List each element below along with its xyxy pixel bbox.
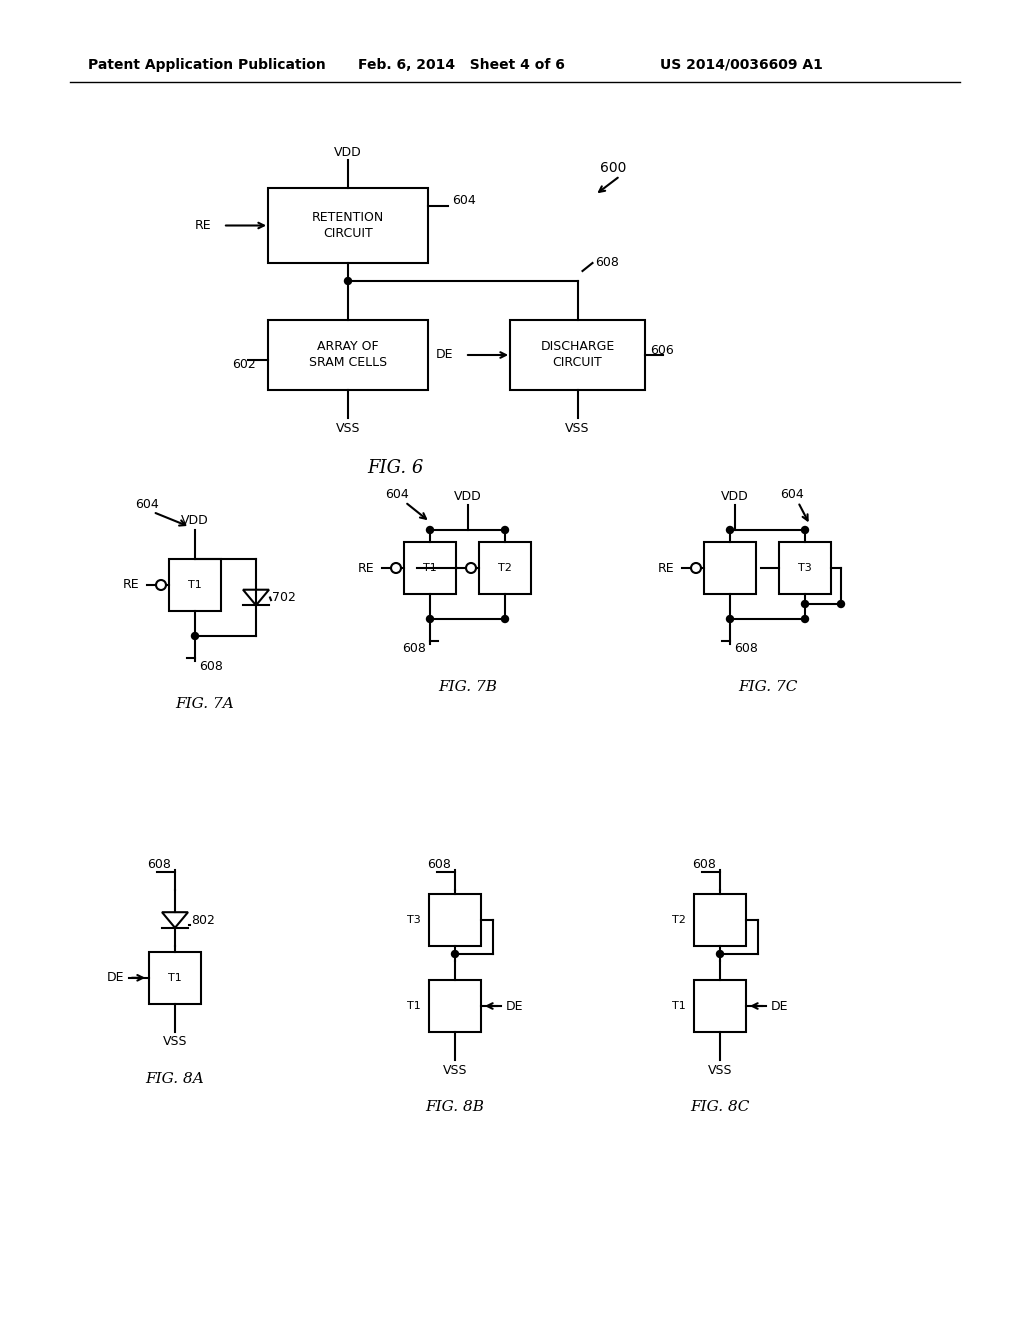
Text: T1: T1: [672, 1001, 686, 1011]
Bar: [268, 319, 428, 389]
Text: 606: 606: [650, 343, 674, 356]
Text: 608: 608: [147, 858, 171, 871]
Text: FIG. 7C: FIG. 7C: [738, 680, 798, 694]
Circle shape: [717, 950, 724, 957]
Text: ARRAY OF: ARRAY OF: [317, 341, 379, 354]
Bar: [169, 558, 221, 611]
Text: VDD: VDD: [454, 491, 481, 503]
Circle shape: [726, 615, 733, 623]
Text: RE: RE: [657, 561, 674, 574]
Text: VSS: VSS: [442, 1064, 467, 1077]
Text: VDD: VDD: [334, 145, 361, 158]
Text: VSS: VSS: [163, 1035, 187, 1048]
Text: DE: DE: [771, 999, 788, 1012]
Text: DE: DE: [106, 972, 124, 985]
Text: 602: 602: [232, 359, 256, 371]
Text: RE: RE: [123, 578, 139, 591]
Text: 608: 608: [402, 643, 426, 656]
Text: Feb. 6, 2014   Sheet 4 of 6: Feb. 6, 2014 Sheet 4 of 6: [358, 58, 565, 73]
Text: RE: RE: [195, 219, 211, 232]
Bar: [150, 952, 201, 1003]
Bar: [694, 894, 746, 946]
Bar: [479, 543, 531, 594]
Circle shape: [452, 950, 459, 957]
Bar: [705, 543, 756, 594]
Circle shape: [427, 527, 433, 533]
Circle shape: [191, 632, 199, 639]
Bar: [779, 543, 831, 594]
Circle shape: [838, 601, 845, 607]
Text: FIG. 8B: FIG. 8B: [426, 1100, 484, 1114]
Text: FIG. 7B: FIG. 7B: [438, 680, 498, 694]
Text: T2: T2: [498, 564, 512, 573]
Text: T3: T3: [798, 564, 812, 573]
Text: FIG. 6: FIG. 6: [367, 459, 423, 477]
Text: VDD: VDD: [181, 513, 209, 527]
Text: US 2014/0036609 A1: US 2014/0036609 A1: [660, 58, 823, 73]
Circle shape: [802, 527, 809, 533]
Text: T1: T1: [188, 579, 202, 590]
Text: VDD: VDD: [721, 491, 749, 503]
Circle shape: [427, 615, 433, 623]
Text: T3: T3: [408, 915, 421, 925]
Text: DE: DE: [506, 999, 523, 1012]
Text: 600: 600: [600, 161, 627, 176]
Text: 608: 608: [427, 858, 451, 871]
Text: T1: T1: [408, 1001, 421, 1011]
Text: VSS: VSS: [336, 421, 360, 434]
Text: 702: 702: [272, 591, 296, 605]
Bar: [429, 979, 481, 1032]
Text: VSS: VSS: [565, 421, 590, 434]
Circle shape: [726, 527, 733, 533]
Text: T1: T1: [168, 973, 182, 983]
Text: 608: 608: [596, 256, 620, 269]
Text: FIG. 7A: FIG. 7A: [176, 697, 234, 711]
Text: 604: 604: [780, 488, 804, 502]
Text: FIG. 8A: FIG. 8A: [145, 1072, 205, 1086]
Circle shape: [502, 527, 509, 533]
Text: VSS: VSS: [708, 1064, 732, 1077]
Text: 604: 604: [452, 194, 476, 206]
Circle shape: [802, 601, 809, 607]
Text: CIRCUIT: CIRCUIT: [553, 356, 602, 370]
Circle shape: [802, 615, 809, 623]
Circle shape: [502, 615, 509, 623]
Text: 608: 608: [692, 858, 716, 871]
Bar: [429, 894, 481, 946]
Circle shape: [344, 277, 351, 285]
Text: 608: 608: [199, 660, 223, 672]
Bar: [694, 979, 746, 1032]
Bar: [268, 187, 428, 263]
Text: DE: DE: [435, 348, 453, 362]
Text: SRAM CELLS: SRAM CELLS: [309, 356, 387, 370]
Text: DISCHARGE: DISCHARGE: [541, 341, 614, 354]
Bar: [404, 543, 456, 594]
Text: CIRCUIT: CIRCUIT: [324, 227, 373, 240]
Text: 802: 802: [191, 913, 215, 927]
Text: T2: T2: [672, 915, 686, 925]
Text: RETENTION: RETENTION: [312, 211, 384, 224]
Text: FIG. 8C: FIG. 8C: [690, 1100, 750, 1114]
Text: RE: RE: [357, 561, 374, 574]
Bar: [510, 319, 645, 389]
Text: T1: T1: [423, 564, 437, 573]
Text: Patent Application Publication: Patent Application Publication: [88, 58, 326, 73]
Text: 608: 608: [734, 643, 758, 656]
Text: 604: 604: [135, 499, 159, 511]
Text: 604: 604: [385, 488, 409, 502]
